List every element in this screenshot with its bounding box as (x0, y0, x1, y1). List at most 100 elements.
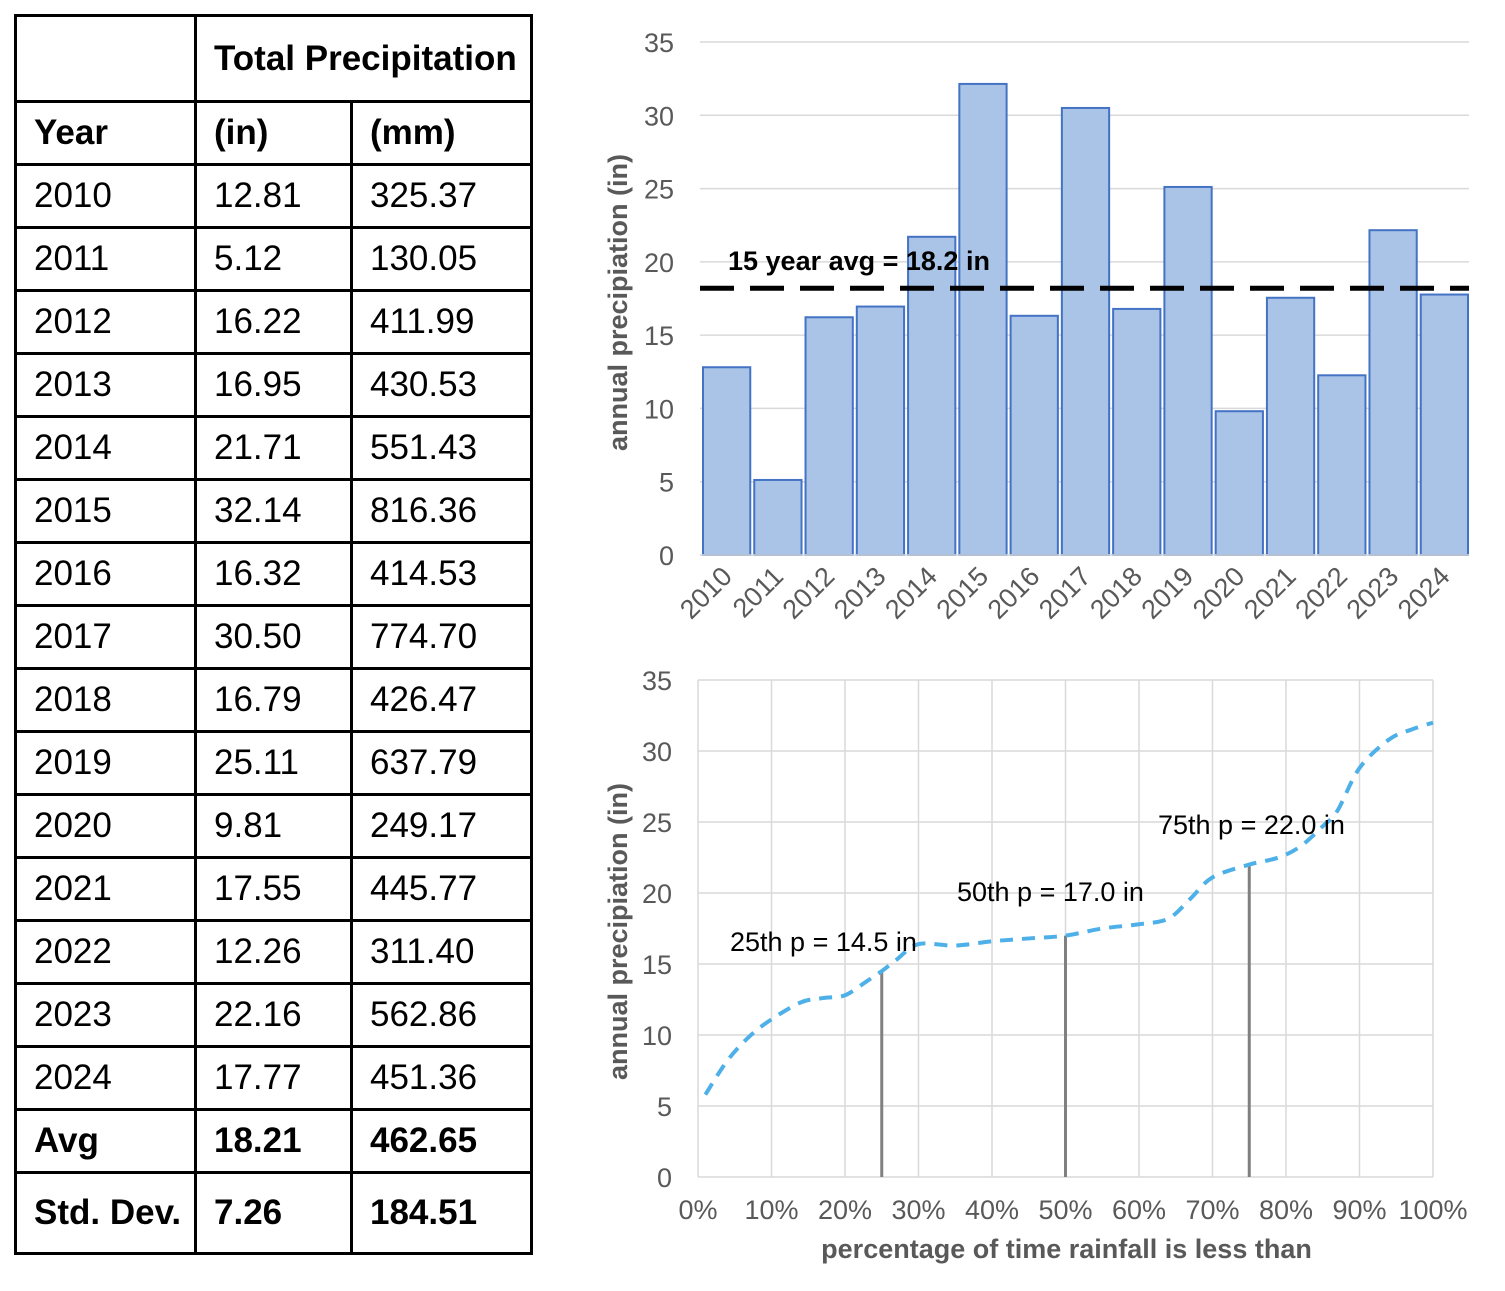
y-tick-label: 35 (644, 28, 674, 58)
cell-mm: 551.43 (350, 415, 533, 481)
y-tick-label: 15 (642, 950, 672, 980)
cell-mm: 426.47 (350, 667, 533, 733)
y-axis-title: annual precipiation (in) (603, 783, 633, 1080)
std-label: Std. Dev. (14, 1171, 197, 1255)
y-tick-label: 25 (644, 175, 674, 205)
table-row: 2015 32.14 816.36 (14, 478, 533, 544)
bar (753, 478, 803, 556)
cell-year: 2018 (14, 667, 197, 733)
cell-in: 22.16 (194, 982, 353, 1048)
cell-year: 2021 (14, 856, 197, 922)
cell-year: 2019 (14, 730, 197, 796)
table-row: 2017 30.50 774.70 (14, 604, 533, 670)
bar (1060, 106, 1111, 556)
cell-in: 16.95 (194, 352, 353, 418)
y-tick-label: 5 (659, 468, 674, 498)
cell-mm: 451.36 (350, 1045, 533, 1111)
table-row: 2013 16.95 430.53 (14, 352, 533, 418)
cell-mm: 816.36 (350, 478, 533, 544)
precipitation-table: Total Precipitation Year (in) (mm) 2010 1… (14, 14, 533, 1255)
y-axis-title: annual precipiation (in) (603, 154, 633, 451)
y-tick-label: 20 (644, 248, 674, 278)
y-tick-label: 0 (657, 1163, 672, 1193)
x-tick-label: 70% (1185, 1195, 1239, 1225)
cell-mm: 562.86 (350, 982, 533, 1048)
cell-mm: 311.40 (350, 919, 533, 985)
x-tick-label: 60% (1112, 1195, 1166, 1225)
avg-label: Avg (14, 1108, 197, 1174)
bar (702, 366, 752, 556)
header-year: Year (14, 100, 197, 166)
header-mm: (mm) (350, 100, 533, 166)
cell-in: 16.79 (194, 667, 353, 733)
bar (1112, 307, 1162, 557)
y-tick-label: 10 (642, 1021, 672, 1051)
table-row: 2019 25.11 637.79 (14, 730, 533, 796)
cell-in: 25.11 (194, 730, 353, 796)
x-tick-label: 30% (891, 1195, 945, 1225)
x-tick-label: 100% (1398, 1195, 1467, 1225)
table-row: 2020 9.81 249.17 (14, 793, 533, 859)
cell-mm: 325.37 (350, 163, 533, 229)
cell-in: 21.71 (194, 415, 353, 481)
std-in: 7.26 (194, 1171, 353, 1255)
bar (1419, 293, 1469, 556)
header-total-precipitation: Total Precipitation (194, 14, 533, 103)
table-row: 2024 17.77 451.36 (14, 1045, 533, 1111)
average-reference-label: 15 year avg = 18.2 in (728, 246, 990, 276)
table-row: 2016 16.32 414.53 (14, 541, 533, 607)
y-tick-label: 30 (644, 101, 674, 131)
table-row: 2022 12.26 311.40 (14, 919, 533, 985)
cell-in: 17.77 (194, 1045, 353, 1111)
cell-in: 17.55 (194, 856, 353, 922)
cell-year: 2015 (14, 478, 197, 544)
cell-mm: 130.05 (350, 226, 533, 292)
cell-year: 2014 (14, 415, 197, 481)
cell-in: 16.32 (194, 541, 353, 607)
cell-year: 2011 (14, 226, 197, 292)
cell-in: 30.50 (194, 604, 353, 670)
x-axis-title: percentage of time rainfall is less than (821, 1234, 1312, 1264)
cell-in: 5.12 (194, 226, 353, 292)
y-tick-label: 35 (642, 666, 672, 696)
percentile-marker-label: 50th p = 17.0 in (957, 877, 1144, 907)
cell-mm: 249.17 (350, 793, 533, 859)
bar (958, 82, 1008, 556)
table-row: 2018 16.79 426.47 (14, 667, 533, 733)
header-in: (in) (194, 100, 353, 166)
std-row: Std. Dev. 7.26 184.51 (14, 1171, 533, 1255)
x-tick-label: 90% (1332, 1195, 1386, 1225)
bar (1265, 296, 1316, 556)
header-empty-cell (14, 14, 197, 103)
cell-in: 12.26 (194, 919, 353, 985)
table-row: 2012 16.22 411.99 (14, 289, 533, 355)
bar (1368, 229, 1418, 556)
cell-year: 2010 (14, 163, 197, 229)
table-row: 2011 5.12 130.05 (14, 226, 533, 292)
cell-in: 32.14 (194, 478, 353, 544)
cell-in: 12.81 (194, 163, 353, 229)
cell-in: 16.22 (194, 289, 353, 355)
bar (1214, 410, 1264, 557)
cell-year: 2017 (14, 604, 197, 670)
cell-year: 2023 (14, 982, 197, 1048)
cell-year: 2012 (14, 289, 197, 355)
table-row: 2023 22.16 562.86 (14, 982, 533, 1048)
cell-year: 2020 (14, 793, 197, 859)
y-tick-label: 30 (642, 737, 672, 767)
x-tick-label: 80% (1259, 1195, 1313, 1225)
y-tick-label: 15 (644, 321, 674, 351)
bar (1163, 185, 1213, 556)
cell-mm: 430.53 (350, 352, 533, 418)
cell-mm: 414.53 (350, 541, 533, 607)
bar (1009, 314, 1059, 557)
cell-mm: 637.79 (350, 730, 533, 796)
cell-year: 2016 (14, 541, 197, 607)
x-tick-label: 0% (678, 1195, 717, 1225)
x-tick-label: 50% (1038, 1195, 1092, 1225)
x-tick-label: 20% (818, 1195, 872, 1225)
avg-mm: 462.65 (350, 1108, 533, 1174)
cell-mm: 411.99 (350, 289, 533, 355)
std-mm: 184.51 (350, 1171, 533, 1255)
percentile-marker-label: 25th p = 14.5 in (730, 927, 917, 957)
